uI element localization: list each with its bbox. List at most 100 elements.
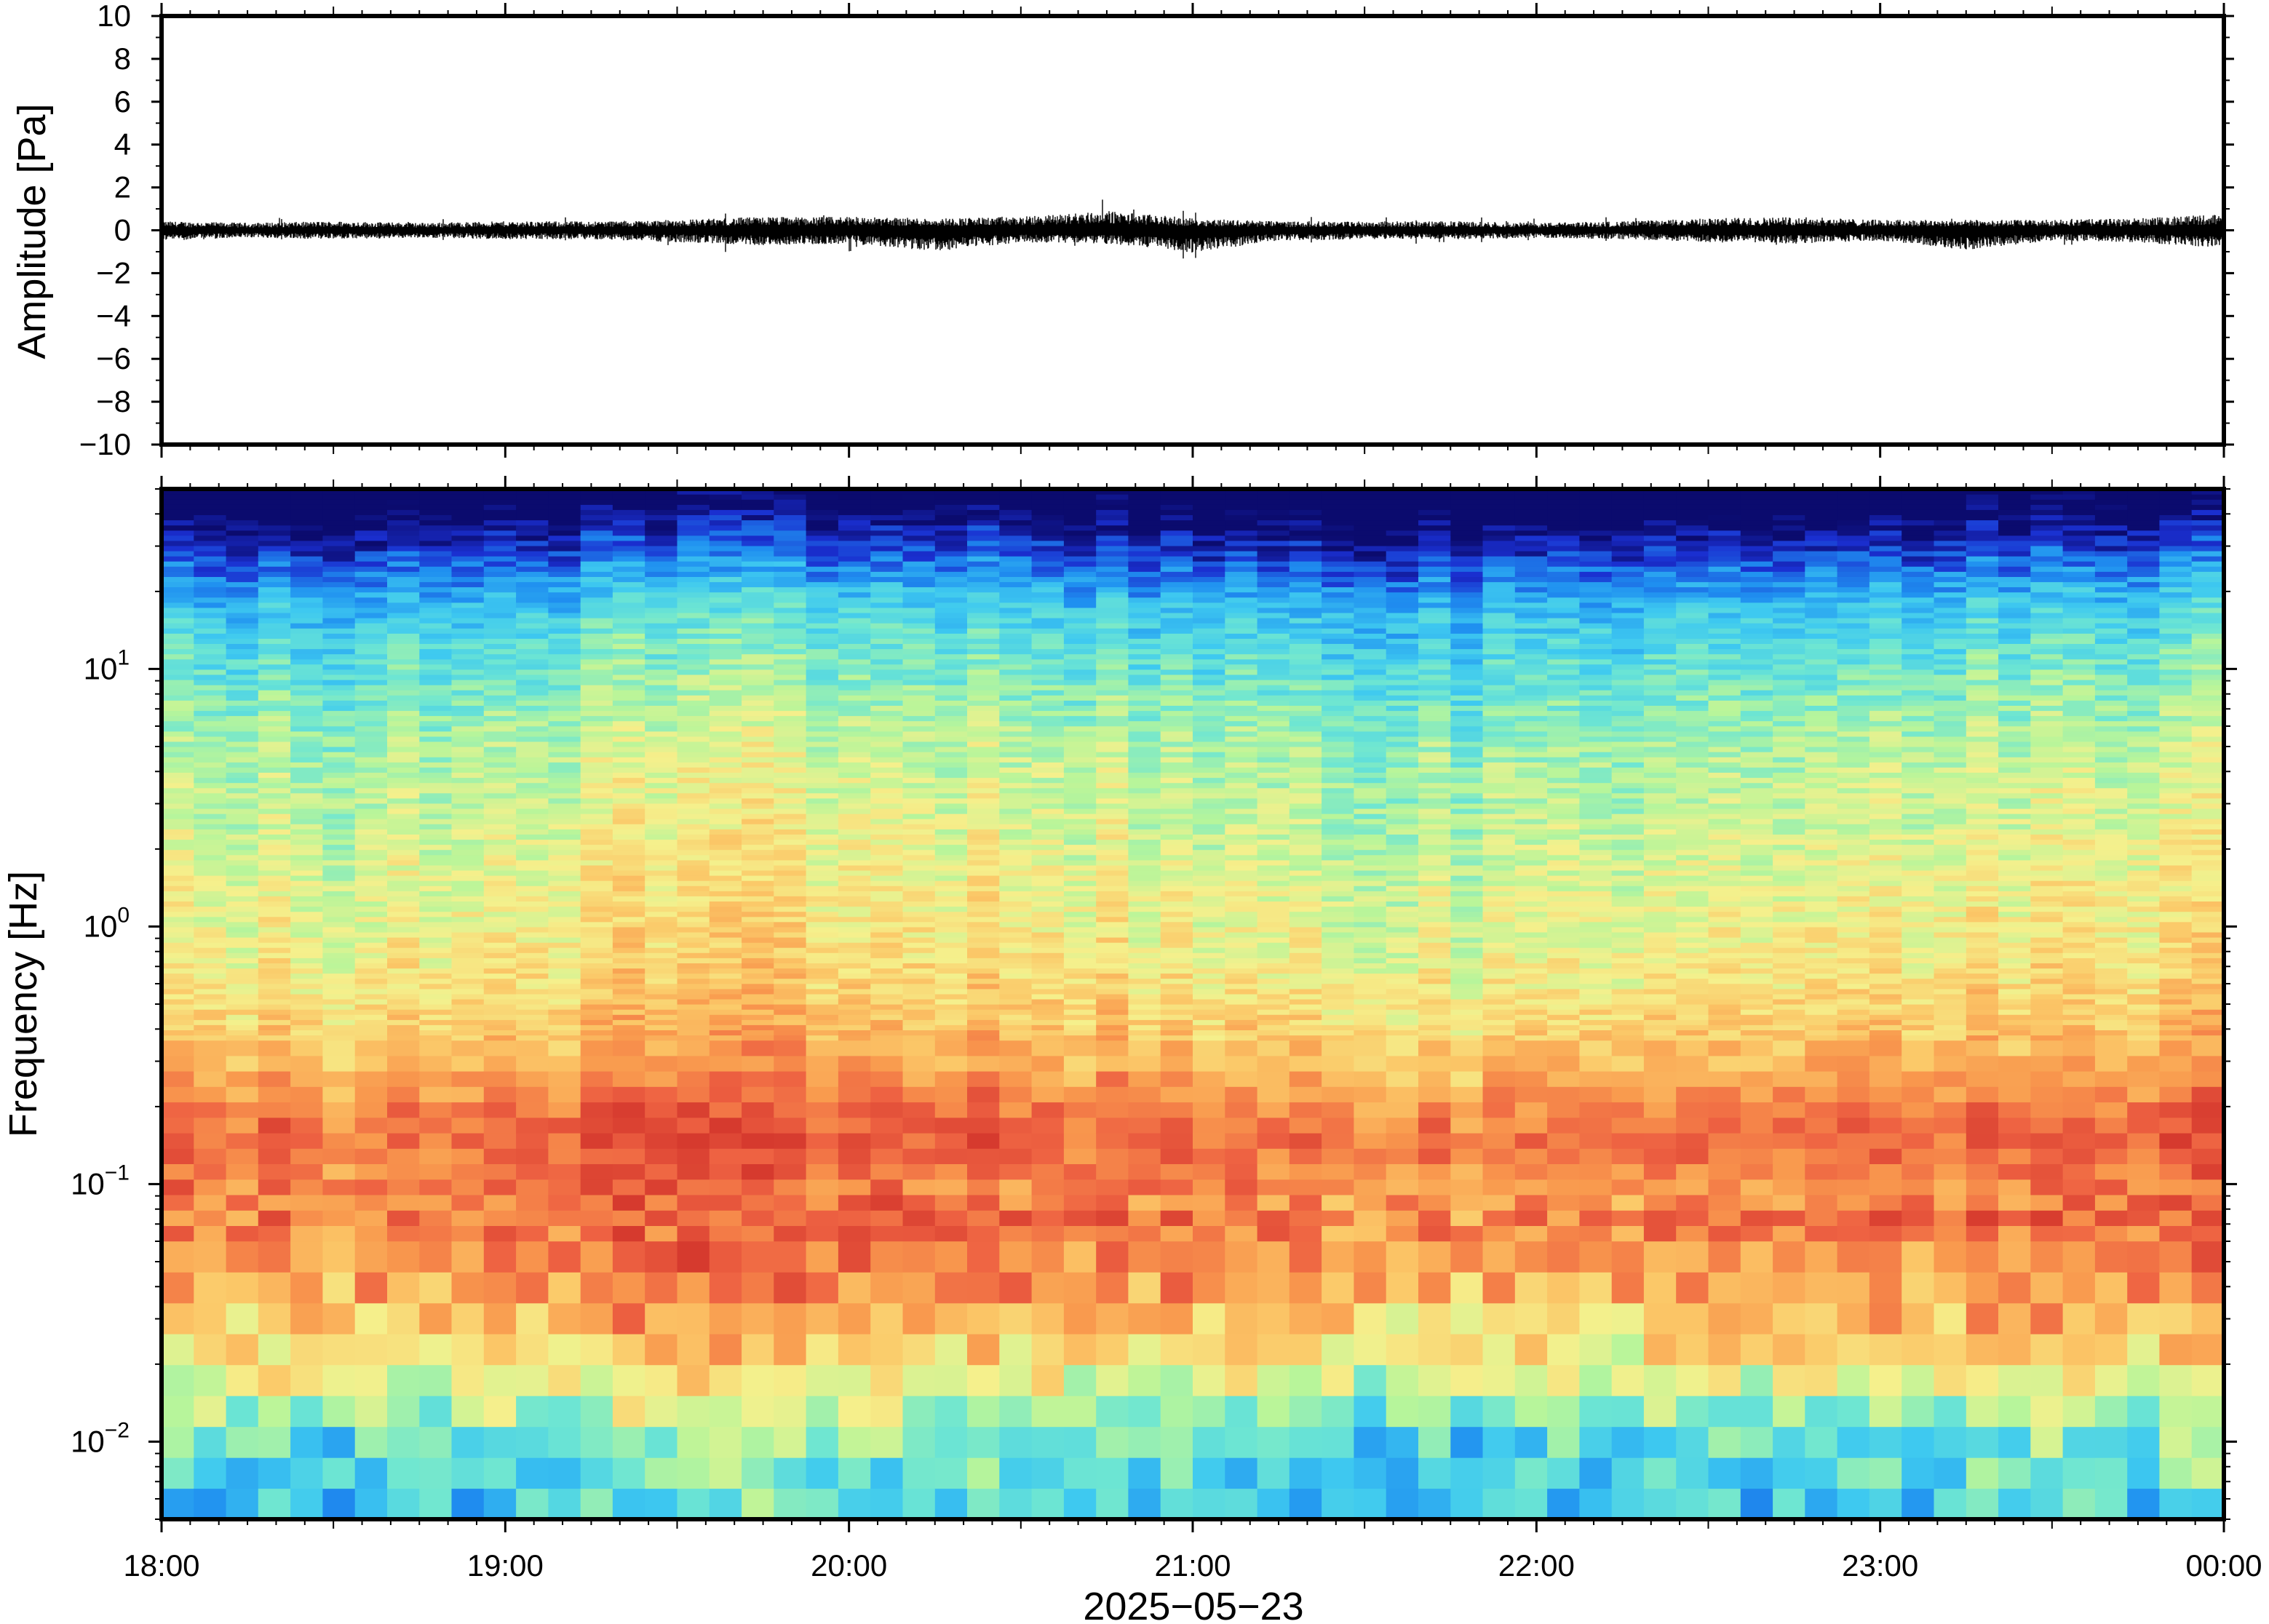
- spectrogram-cell: [967, 952, 1000, 958]
- spectrogram-cell: [387, 1396, 420, 1428]
- spectrogram-cell: [709, 592, 742, 598]
- spectrogram-cell: [1193, 566, 1225, 572]
- spectrogram-cell: [774, 803, 807, 809]
- spectrogram-cell: [419, 720, 453, 727]
- spectrogram-cell: [1322, 725, 1354, 732]
- spectrogram-cell: [226, 983, 259, 990]
- spectrogram-cell: [934, 983, 968, 990]
- spectrogram-cell: [1289, 911, 1322, 918]
- spectrogram-cell: [677, 514, 710, 521]
- spectrogram-cell: [387, 896, 420, 901]
- spectrogram-cell: [387, 1488, 420, 1519]
- spectrogram-cell: [999, 530, 1033, 536]
- spectrogram-cell: [1289, 988, 1322, 995]
- spectrogram-cell: [742, 1117, 774, 1134]
- spectrogram-cell: [934, 1364, 968, 1396]
- spectrogram-cell: [354, 993, 388, 1000]
- spectrogram-cell: [934, 762, 968, 768]
- spectrogram-cell: [806, 891, 839, 896]
- spectrogram-cell: [1225, 658, 1258, 665]
- spectrogram-cell: [999, 1272, 1033, 1304]
- spectrogram-cell: [838, 1004, 871, 1010]
- spectrogram-cell: [451, 685, 485, 690]
- spectrogram-cell: [806, 958, 839, 963]
- spectrogram-cell: [162, 931, 194, 938]
- spectrogram-cell: [870, 566, 904, 572]
- spectrogram-cell: [967, 792, 1000, 799]
- spectrogram-cell: [1289, 1396, 1322, 1428]
- spectrogram-cell: [226, 551, 259, 557]
- spectrogram-cell: [934, 906, 968, 912]
- spectrogram-cell: [1160, 561, 1193, 567]
- spectrogram-cell: [483, 1302, 517, 1334]
- spectrogram-cell: [290, 777, 323, 784]
- spectrogram-cell: [645, 514, 678, 521]
- spectrogram-cell: [258, 530, 291, 536]
- spectrogram-cell: [774, 690, 807, 696]
- spectrogram-cell: [162, 834, 194, 840]
- spectrogram-cell: [774, 566, 807, 572]
- spectrogram-cell: [1257, 1163, 1290, 1180]
- spectrogram-cell: [1193, 978, 1225, 984]
- spectrogram-cell: [806, 520, 839, 526]
- spectrogram-cell: [548, 1163, 581, 1180]
- spectrogram-cell: [483, 499, 517, 505]
- spectrogram-cell: [483, 690, 517, 696]
- spectrogram-cell: [516, 1055, 549, 1072]
- spectrogram-cell: [967, 643, 1000, 650]
- spectrogram-cell: [451, 664, 485, 670]
- spectrogram-cell: [934, 963, 968, 969]
- spectrogram-cell: [967, 813, 1000, 819]
- spectrogram-cell: [709, 540, 742, 546]
- spectrogram-cell: [806, 983, 839, 990]
- spectrogram-cell: [322, 540, 356, 546]
- spectrogram-cell: [999, 963, 1033, 969]
- spectrogram-cell: [419, 715, 453, 722]
- spectrogram-cell: [516, 937, 549, 943]
- spectrogram-cell: [612, 1024, 645, 1030]
- spectrogram-cell: [742, 1334, 774, 1366]
- spectrogram-cell: [645, 906, 678, 912]
- spectrogram-cell: [967, 710, 1000, 717]
- spectrogram-cell: [1193, 777, 1225, 784]
- spectrogram-cell: [483, 777, 517, 784]
- spectrogram-cell: [967, 561, 1000, 567]
- spectrogram-cell: [806, 1334, 839, 1366]
- spectrogram-cell: [1354, 1457, 1387, 1489]
- spectrogram-cell: [838, 705, 871, 712]
- spectrogram-cell: [162, 530, 194, 536]
- spectrogram-cell: [709, 973, 742, 979]
- spectrogram-cell: [451, 839, 485, 845]
- spectrogram-cell: [870, 973, 904, 979]
- spectrogram-cell: [612, 576, 645, 583]
- spectrogram-cell: [387, 988, 420, 995]
- spectrogram-cell: [870, 509, 904, 515]
- spectrogram-cell: [580, 545, 613, 552]
- spectrogram-cell: [1160, 494, 1193, 500]
- spectrogram-cell: [742, 741, 774, 747]
- spectrogram-cell: [290, 715, 323, 722]
- spectrogram-cell: [612, 705, 645, 712]
- spectrogram-cell: [1257, 566, 1290, 572]
- spectrogram-cell: [645, 561, 678, 567]
- spectrogram-cell: [709, 525, 742, 531]
- spectrogram-cell: [483, 1019, 517, 1025]
- spectrogram-cell: [548, 1019, 581, 1025]
- spectrogram-cell: [1160, 597, 1193, 603]
- spectrogram-cell: [870, 741, 904, 747]
- spectrogram-cell: [483, 504, 517, 510]
- spectrogram-cell: [258, 854, 291, 861]
- spectrogram-cell: [290, 1133, 323, 1149]
- spectrogram-cell: [226, 623, 259, 629]
- spectrogram-cell: [742, 1457, 774, 1489]
- spectrogram-cell: [1193, 1019, 1225, 1025]
- spectrogram-cell: [838, 1241, 871, 1273]
- spectrogram-cell: [1257, 911, 1290, 918]
- spectrogram-cell: [870, 664, 904, 670]
- spectrogram-cell: [838, 1117, 871, 1134]
- spectrogram-cell: [387, 685, 420, 690]
- spectrogram-cell: [451, 1117, 485, 1134]
- spectrogram-cell: [162, 695, 194, 701]
- spectrogram-cell: [548, 715, 581, 722]
- spectrogram-cell: [1322, 1364, 1354, 1396]
